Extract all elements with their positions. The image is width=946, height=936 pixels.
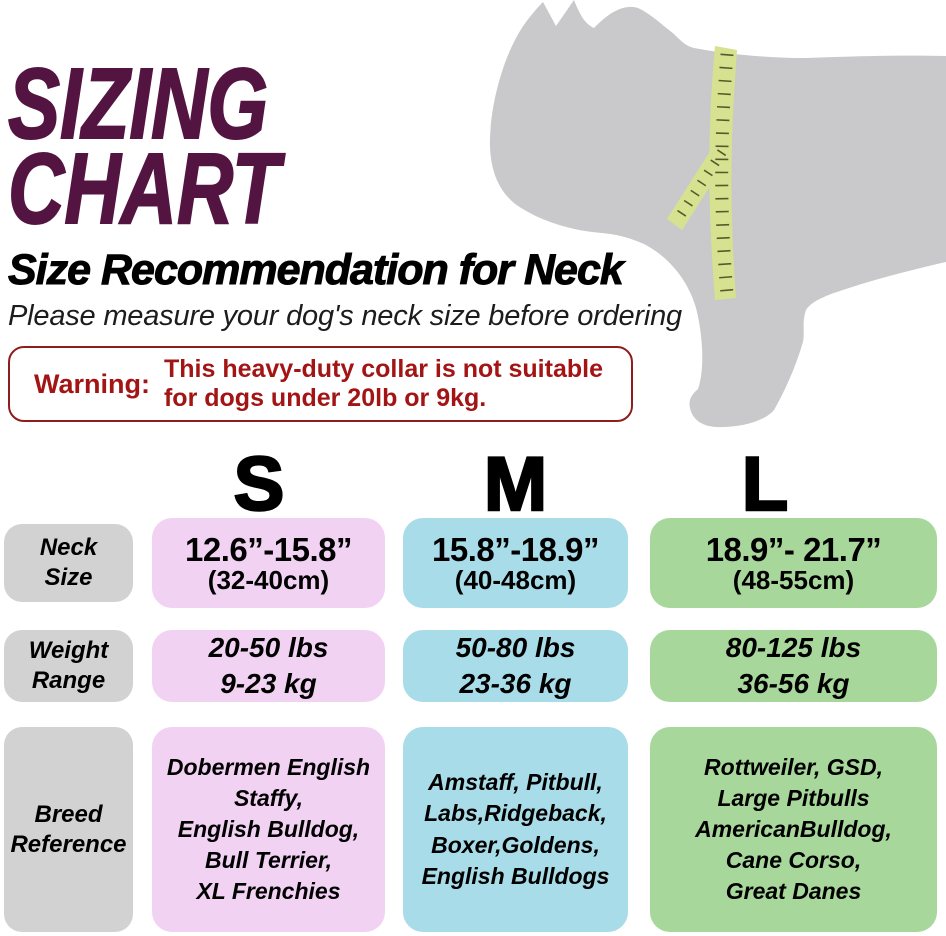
cell-breed-m: Amstaff, Pitbull, Labs,Ridgeback, Boxer,…: [403, 727, 628, 932]
cell-breed-l: Rottweiler, GSD, Large Pitbulls American…: [650, 727, 937, 932]
row-label-neck-size: Neck Size: [4, 524, 133, 602]
row-label-text: Neck Size: [39, 534, 98, 591]
weight-m-value: 50-80 lbs 23-36 kg: [455, 631, 576, 699]
warning-message: This heavy-duty collar is not suitable f…: [163, 355, 603, 412]
weight-s-value: 20-50 lbs 9-23 kg: [208, 631, 329, 699]
measure-instruction: Please measure your dog's neck size befo…: [8, 300, 682, 332]
cell-weight-s: 20-50 lbs 9-23 kg: [152, 630, 385, 702]
cell-breed-s: Dobermen English Staffy, English Bulldog…: [152, 727, 385, 932]
cell-weight-l: 80-125 lbs 36-56 kg: [650, 630, 937, 702]
row-label-text: Weight Range: [28, 637, 109, 694]
cell-weight-m: 50-80 lbs 23-36 kg: [403, 630, 628, 702]
page-title: SIZING CHART: [7, 53, 280, 240]
title-line-2: CHART: [7, 133, 280, 245]
neck-size-m-cm: (40-48cm): [454, 565, 577, 596]
cell-neck-size-s: 12.6”-15.8” (32-40cm): [152, 518, 385, 608]
warning-box: Warning: This heavy-duty collar is not s…: [8, 346, 633, 422]
neck-size-s-inches: 12.6”-15.8”: [185, 530, 352, 568]
cell-neck-size-m: 15.8”-18.9” (40-48cm): [403, 518, 628, 608]
dog-silhouette-image: [486, 0, 946, 445]
warning-label: Warning:: [34, 368, 150, 399]
neck-size-l-cm: (48-55cm): [732, 565, 855, 596]
breed-l-list: Rottweiler, GSD, Large Pitbulls American…: [695, 753, 892, 905]
page-subtitle: Size Recommendation for Neck: [8, 246, 625, 295]
column-header-l: L: [741, 440, 790, 528]
title-line-1: SIZING: [7, 48, 269, 160]
cell-neck-size-l: 18.9”- 21.7” (48-55cm): [650, 518, 937, 608]
breed-s-list: Dobermen English Staffy, English Bulldog…: [166, 753, 371, 905]
dog-with-tape-graphic: [489, 0, 946, 428]
column-header-m: M: [483, 440, 549, 528]
breed-m-list: Amstaff, Pitbull, Labs,Ridgeback, Boxer,…: [421, 769, 610, 889]
neck-size-s-cm: (32-40cm): [207, 565, 330, 596]
row-label-text: Breed Reference: [10, 800, 127, 858]
weight-l-value: 80-125 lbs 36-56 kg: [725, 631, 862, 699]
row-label-breed-reference: Breed Reference: [4, 727, 133, 932]
neck-size-l-inches: 18.9”- 21.7”: [705, 530, 882, 568]
column-header-s: S: [232, 440, 285, 528]
neck-size-m-inches: 15.8”-18.9”: [432, 530, 599, 568]
row-label-weight-range: Weight Range: [4, 630, 133, 702]
